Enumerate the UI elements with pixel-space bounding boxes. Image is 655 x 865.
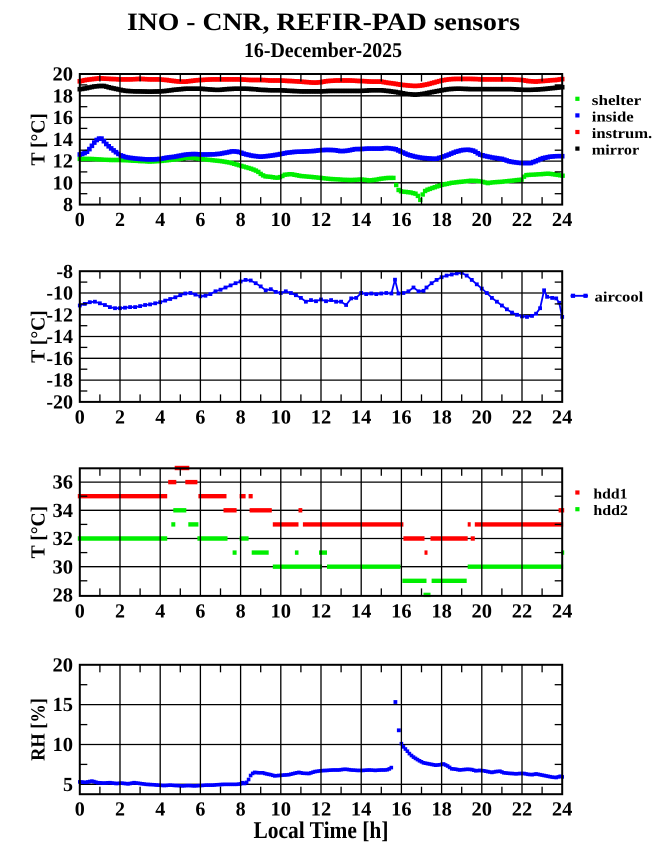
svg-text:14: 14 [351, 600, 372, 622]
svg-text:12: 12 [311, 799, 332, 821]
svg-text:12: 12 [311, 209, 332, 231]
svg-text:12: 12 [311, 600, 332, 622]
svg-text:30: 30 [53, 556, 74, 578]
svg-text:10: 10 [271, 600, 292, 622]
svg-text:instrum.: instrum. [592, 126, 652, 142]
svg-text:8: 8 [236, 799, 246, 821]
svg-text:hdd1: hdd1 [593, 486, 627, 502]
svg-text:22: 22 [512, 209, 533, 231]
svg-text:24: 24 [552, 600, 573, 622]
svg-text:16-December-2025: 16-December-2025 [244, 38, 402, 62]
svg-text:hdd2: hdd2 [593, 503, 628, 519]
svg-text:-16: -16 [46, 348, 73, 370]
svg-text:10: 10 [271, 209, 292, 231]
svg-text:0: 0 [75, 406, 85, 428]
svg-text:18: 18 [431, 799, 452, 821]
svg-text:2: 2 [115, 406, 125, 428]
svg-text:Local Time [h]: Local Time [h] [254, 818, 389, 844]
svg-text:0: 0 [75, 799, 85, 821]
svg-text:16: 16 [391, 600, 412, 622]
svg-text:T [°C]: T [°C] [28, 506, 50, 559]
svg-text:14: 14 [351, 209, 372, 231]
svg-text:0: 0 [75, 600, 85, 622]
svg-text:20: 20 [53, 654, 74, 676]
svg-text:10: 10 [53, 172, 74, 194]
svg-text:22: 22 [512, 600, 533, 622]
svg-text:shelter: shelter [592, 93, 642, 109]
svg-text:28: 28 [53, 585, 74, 607]
svg-text:4: 4 [155, 209, 165, 231]
svg-text:14: 14 [53, 129, 74, 151]
svg-text:20: 20 [472, 209, 493, 231]
svg-text:24: 24 [552, 209, 573, 231]
svg-text:16: 16 [391, 209, 412, 231]
svg-text:aircool: aircool [595, 290, 644, 306]
svg-text:20: 20 [472, 600, 493, 622]
svg-text:22: 22 [512, 406, 533, 428]
svg-text:34: 34 [53, 500, 74, 522]
svg-text:T [°C]: T [°C] [28, 310, 50, 363]
svg-text:0: 0 [75, 209, 85, 231]
svg-text:24: 24 [552, 799, 573, 821]
svg-text:T [°C]: T [°C] [28, 113, 50, 166]
svg-text:6: 6 [195, 209, 205, 231]
svg-text:-10: -10 [46, 283, 73, 305]
svg-text:mirror: mirror [592, 143, 640, 159]
svg-text:14: 14 [351, 406, 372, 428]
svg-text:10: 10 [271, 799, 292, 821]
svg-text:18: 18 [431, 406, 452, 428]
svg-text:6: 6 [195, 406, 205, 428]
svg-text:4: 4 [155, 799, 165, 821]
svg-text:2: 2 [115, 209, 125, 231]
svg-text:8: 8 [236, 209, 246, 231]
svg-text:10: 10 [271, 406, 292, 428]
svg-text:12: 12 [311, 406, 332, 428]
svg-text:18: 18 [53, 85, 74, 107]
svg-text:6: 6 [195, 799, 205, 821]
svg-text:32: 32 [53, 528, 74, 550]
svg-text:22: 22 [512, 799, 533, 821]
svg-text:-12: -12 [46, 304, 73, 326]
svg-text:14: 14 [351, 799, 372, 821]
svg-text:8: 8 [63, 194, 73, 216]
svg-text:2: 2 [115, 799, 125, 821]
svg-text:16: 16 [53, 107, 74, 129]
svg-text:-8: -8 [56, 261, 73, 283]
svg-text:16: 16 [391, 799, 412, 821]
svg-text:18: 18 [431, 209, 452, 231]
svg-text:15: 15 [53, 694, 74, 716]
svg-text:20: 20 [472, 799, 493, 821]
svg-text:2: 2 [115, 600, 125, 622]
svg-text:5: 5 [63, 774, 73, 796]
svg-text:inside: inside [592, 110, 635, 126]
svg-text:20: 20 [472, 406, 493, 428]
svg-text:24: 24 [552, 406, 573, 428]
svg-text:16: 16 [391, 406, 412, 428]
svg-text:8: 8 [236, 600, 246, 622]
svg-text:INO - CNR, REFIR-PAD sensors: INO - CNR, REFIR-PAD sensors [127, 9, 520, 36]
svg-text:12: 12 [53, 151, 74, 173]
svg-text:4: 4 [155, 600, 165, 622]
svg-text:8: 8 [236, 406, 246, 428]
svg-text:6: 6 [195, 600, 205, 622]
svg-text:4: 4 [155, 406, 165, 428]
svg-text:-14: -14 [46, 326, 73, 348]
svg-text:20: 20 [53, 64, 74, 86]
svg-text:18: 18 [431, 600, 452, 622]
svg-text:-20: -20 [46, 392, 73, 414]
svg-text:RH [%]: RH [%] [28, 698, 50, 761]
svg-text:-18: -18 [46, 370, 73, 392]
svg-text:36: 36 [53, 472, 74, 494]
svg-text:10: 10 [53, 734, 74, 756]
